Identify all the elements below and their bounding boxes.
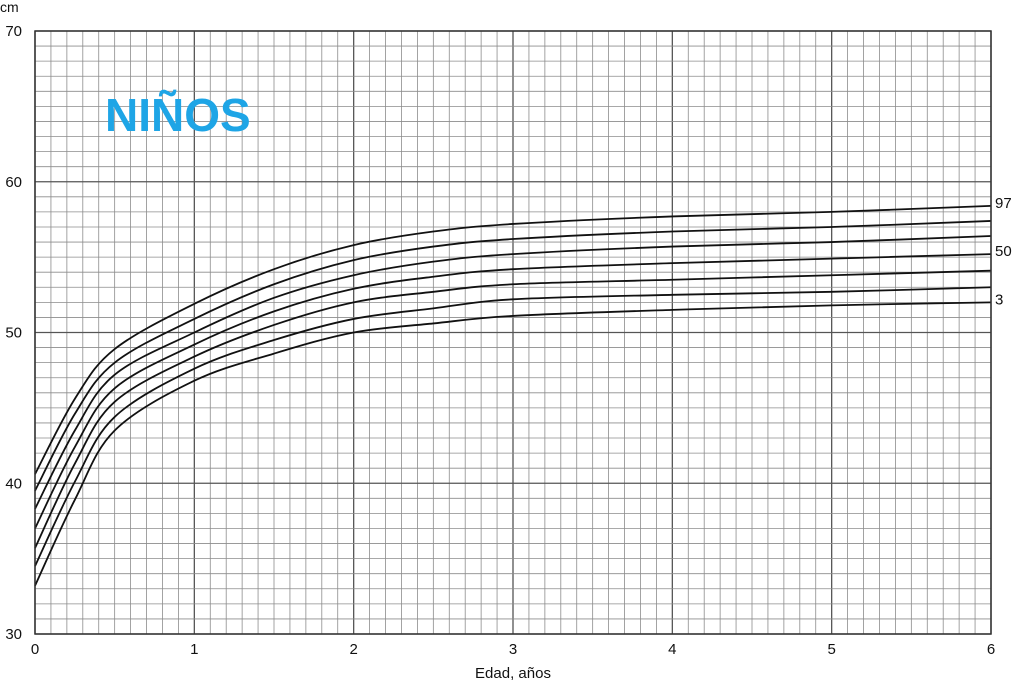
chart-axes: 0 1 2 3 4 5 6 30 40 50 60 70 <box>5 23 995 658</box>
y-tick-label: 60 <box>5 174 22 191</box>
y-tick-label: 50 <box>5 325 22 342</box>
y-tick-label: 70 <box>5 23 22 40</box>
chart-title: NIÑOS <box>105 89 251 141</box>
x-tick-label: 0 <box>31 641 39 658</box>
percentile-label: 97 <box>995 195 1012 212</box>
y-axis-unit-label: cm <box>0 0 19 15</box>
x-tick-label: 4 <box>668 641 676 658</box>
y-tick-label: 30 <box>5 626 22 643</box>
x-axis-label: Edad, años <box>475 665 551 682</box>
x-tick-label: 5 <box>827 641 835 658</box>
y-tick-label: 40 <box>5 475 22 492</box>
percentile-curves: 97 50 3 <box>34 195 1012 587</box>
percentile-label: 50 <box>995 243 1012 260</box>
percentile-label: 3 <box>995 291 1003 308</box>
plot-frame <box>34 30 992 635</box>
percentile-curve <box>34 235 992 510</box>
percentile-curve <box>34 301 992 587</box>
x-tick-label: 3 <box>509 641 517 658</box>
x-tick-label: 6 <box>987 641 995 658</box>
percentile-curve <box>34 286 992 567</box>
percentile-curve <box>34 204 992 475</box>
percentile-curve <box>34 253 992 529</box>
x-tick-label: 1 <box>190 641 198 658</box>
percentile-curve <box>34 269 992 549</box>
x-tick-label: 2 <box>349 641 357 658</box>
percentile-curve <box>34 220 992 492</box>
